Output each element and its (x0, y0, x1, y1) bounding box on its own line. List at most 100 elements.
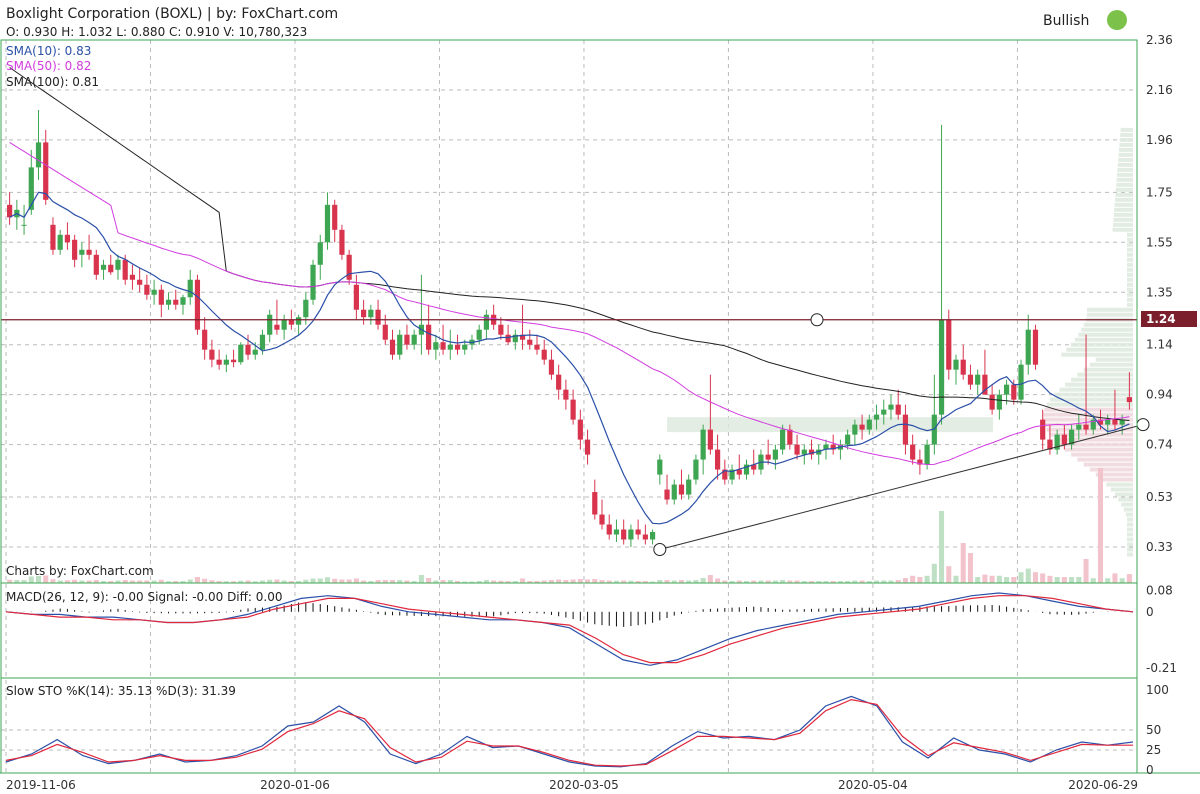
profile-bar (1127, 237, 1133, 242)
profile-bar (1077, 457, 1133, 462)
date-tick-label: 2019-11-06 (6, 778, 76, 792)
candle-body (512, 334, 518, 343)
macd-tick-label: -0.21 (1146, 661, 1177, 675)
profile-bar (1087, 312, 1133, 317)
candle-body (368, 309, 374, 318)
candle-body (259, 334, 266, 350)
volume-bar (223, 581, 229, 583)
profile-bar (1066, 347, 1133, 352)
candle-body (743, 464, 750, 475)
volume-bar (520, 578, 526, 583)
candle-body (1119, 419, 1125, 425)
volume-bar (989, 575, 995, 583)
volume-bar (628, 580, 634, 583)
candle-body (281, 319, 287, 330)
volume-bar (664, 580, 670, 583)
volume-bar (953, 575, 959, 583)
candle-body (389, 339, 396, 355)
volume-bar (982, 574, 988, 583)
candle-body (556, 374, 562, 390)
candle-body (852, 424, 858, 435)
volume-bar (1069, 577, 1075, 583)
profile-bar (1059, 442, 1133, 447)
volume-bar (563, 580, 569, 583)
profile-bar (1077, 372, 1133, 377)
candle-body (519, 334, 526, 340)
profile-bar (1101, 477, 1133, 482)
volume-bar (151, 580, 157, 583)
sma50-line (9, 141, 1130, 466)
volume-bar (866, 581, 872, 583)
candle-body (845, 434, 851, 445)
profile-bar (1127, 252, 1133, 257)
candle-body (267, 314, 273, 335)
consolidation-band (667, 417, 993, 433)
candle-body (397, 334, 403, 355)
candle-body (859, 424, 865, 430)
axis-labels: 2.36 2.16 1.96 1.75 1.55 1.35 1.14 0.94 0.74 0.53… (6, 33, 1177, 792)
volume-bar (389, 580, 396, 583)
candle-body (527, 339, 533, 345)
candle-body (1040, 419, 1046, 440)
trendline-end-handle (1136, 418, 1150, 432)
level-handle (810, 313, 824, 327)
volume-bar (267, 579, 273, 583)
volume-bar (28, 576, 34, 583)
volume-bar (736, 580, 742, 583)
volume-bar (693, 580, 699, 583)
candle-body (563, 389, 569, 400)
candle-body (303, 299, 309, 318)
volume-bar (43, 575, 49, 583)
volume-bar (527, 581, 533, 583)
sto-tick-label: 50 (1146, 723, 1161, 737)
volume-bar (35, 576, 42, 583)
profile-bar (1127, 532, 1133, 537)
profile-bar (1127, 262, 1133, 267)
volume-bar (173, 581, 179, 583)
candle-body (173, 299, 179, 305)
candle-body (772, 449, 778, 460)
candle-body (1061, 434, 1067, 445)
candle-body (137, 279, 143, 285)
volume-bar (454, 581, 461, 583)
candle-body (93, 254, 99, 275)
profile-bar (1081, 327, 1133, 332)
signal-label: Bullish (1043, 13, 1090, 29)
price-tick-label: 0.74 (1146, 438, 1173, 452)
volume-bar (837, 581, 843, 583)
volume-profile (667, 127, 1133, 557)
profile-bar (1050, 397, 1133, 402)
volume-bar (830, 581, 836, 583)
volume-bar (816, 581, 822, 583)
profile-bar (1044, 407, 1133, 412)
candle-body (736, 469, 742, 475)
profile-bar (1078, 332, 1133, 337)
sto-tick-label: 0 (1146, 763, 1154, 777)
candle-body (1011, 384, 1017, 400)
volume-bar (939, 511, 945, 583)
candle-body (635, 529, 641, 535)
profile-bar (1065, 447, 1133, 452)
volume-bar (108, 581, 114, 583)
profile-bar (1127, 552, 1133, 557)
profile-bar (1117, 162, 1133, 167)
candle-body (534, 344, 540, 350)
profile-bar (1127, 257, 1133, 262)
candle-body (714, 449, 721, 470)
candle-body (79, 249, 85, 255)
profile-bar (1119, 147, 1133, 152)
volume-bar (678, 580, 685, 583)
profile-bar (1127, 547, 1133, 552)
volume-bar (1105, 578, 1111, 583)
volume-bar (491, 580, 497, 583)
volume-bar (917, 577, 923, 583)
volume-bar (650, 581, 656, 583)
date-tick-label: 2020-01-06 (260, 778, 330, 792)
candle-body (881, 409, 887, 415)
profile-bar (1106, 482, 1133, 487)
candle-body (158, 289, 164, 305)
candle-body (1090, 419, 1096, 430)
volume-bar (621, 580, 627, 583)
candle-body (115, 259, 121, 270)
candle-body (230, 359, 237, 363)
